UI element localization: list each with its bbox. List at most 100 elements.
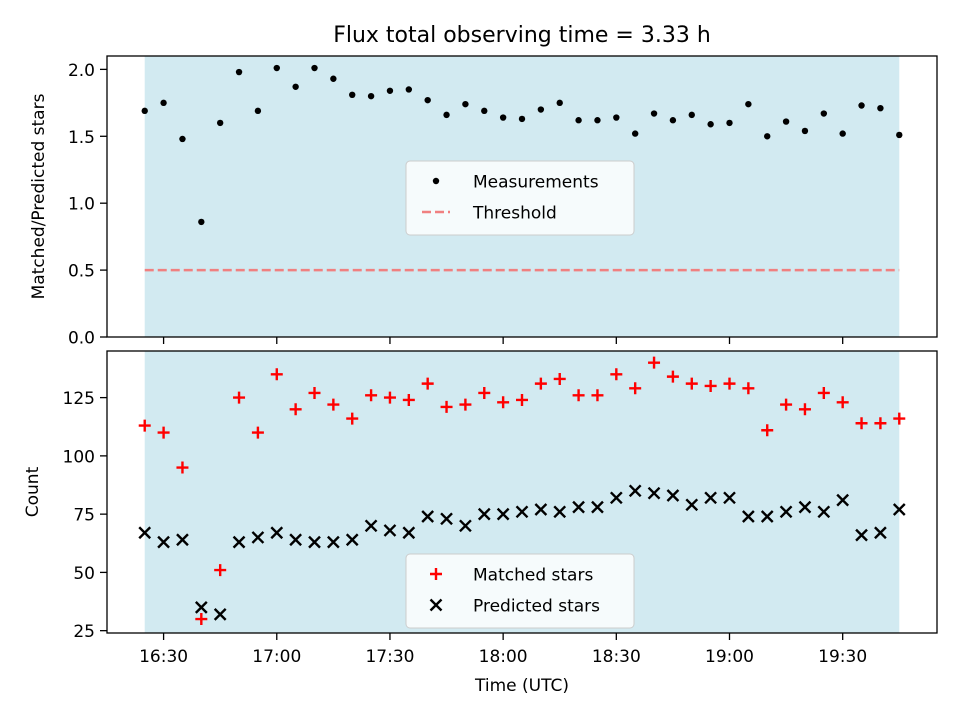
x-tick-label: 17:30 <box>365 647 414 667</box>
predicted-star-point <box>534 503 548 516</box>
matched-star-point <box>893 412 906 425</box>
matched-star-point <box>855 417 868 430</box>
predicted-star-point <box>345 533 359 547</box>
legend-box <box>405 160 635 236</box>
legend-label: Measurements <box>473 173 599 193</box>
matched-star-point <box>591 389 604 402</box>
predicted-star-point <box>232 535 246 549</box>
measurement-point <box>650 110 658 117</box>
y-tick-label: 0.0 <box>68 329 95 349</box>
measurement-point <box>349 91 356 99</box>
predicted-star-point <box>647 486 661 500</box>
matched-star-point <box>629 382 642 395</box>
measurement-point <box>839 130 846 137</box>
matched-star-point <box>327 398 340 411</box>
y-tick-label: 50 <box>73 564 95 584</box>
matched-star-point <box>553 372 566 385</box>
predicted-star-point <box>459 519 472 533</box>
measurement-point <box>292 83 299 90</box>
matched-star-point <box>289 403 302 416</box>
x-tick-label: 16:30 <box>139 647 188 667</box>
measurement-point <box>311 64 318 72</box>
predicted-star-point <box>270 526 284 540</box>
predicted-star-point <box>138 526 152 540</box>
matched-star-point <box>798 403 811 416</box>
measurement-point <box>764 133 771 140</box>
measurement-point <box>481 107 488 115</box>
matched-star-point <box>402 393 415 406</box>
matched-star-point <box>610 368 623 381</box>
matched-star-point <box>685 377 698 390</box>
matched-star-point <box>572 389 585 402</box>
predicted-star-point <box>591 500 604 514</box>
measurement-point <box>688 111 695 119</box>
measurement-point <box>594 117 601 124</box>
matched-star-point <box>666 370 679 383</box>
matched-star-point <box>704 379 717 392</box>
measurement-point <box>858 102 865 109</box>
measurement-point <box>254 107 262 115</box>
matched-star-point <box>780 398 793 411</box>
predicted-star-point <box>779 505 793 519</box>
predicted-star-point <box>628 484 642 498</box>
legend-label: Predicted stars <box>473 597 600 617</box>
x-tick-label: 18:30 <box>592 647 641 667</box>
measurement-point <box>216 119 224 127</box>
matched-star-point <box>497 396 510 409</box>
matched-star-point <box>440 400 453 413</box>
matched-star-point <box>383 391 396 404</box>
matched-star-point <box>195 613 208 626</box>
x-tick-label: 19:30 <box>818 647 867 667</box>
measurement-point <box>424 96 431 104</box>
predicted-star-point <box>477 507 491 521</box>
predicted-star-point <box>176 533 189 547</box>
matched-star-point <box>723 377 736 390</box>
measurement-point <box>669 117 677 124</box>
axes-frame <box>106 55 938 338</box>
predicted-star-point <box>874 526 887 540</box>
matched-star-point <box>270 368 283 381</box>
measurement-point <box>499 114 507 121</box>
predicted-star-point <box>742 510 755 523</box>
predicted-star-point <box>609 491 623 505</box>
measurement-point <box>537 106 545 113</box>
predicted-star-point <box>666 489 680 502</box>
measurement-point <box>896 131 903 139</box>
measurement-point <box>631 130 639 137</box>
matched-star-point <box>157 426 170 439</box>
y-tick-label: 125 <box>63 389 95 409</box>
matched-star-point <box>459 398 472 411</box>
predicted-star-point <box>798 500 812 514</box>
x-tick-label: 19:00 <box>705 647 754 667</box>
matched-star-point <box>421 377 434 390</box>
measurement-point <box>386 87 394 94</box>
x-axis-label: Time (UTC) <box>474 676 569 696</box>
matched-star-point <box>761 424 774 437</box>
legend-matched-swatch <box>430 568 442 580</box>
measurement-point <box>556 99 563 107</box>
predicted-star-point <box>308 535 321 549</box>
measurement-point <box>518 115 526 123</box>
figure-title: Flux total observing time = 3.33 h <box>333 23 711 48</box>
y-tick-label: 0.5 <box>68 262 95 282</box>
y-axis-label: Count <box>23 466 43 517</box>
measurement-point <box>707 121 714 128</box>
measurement-point <box>575 117 582 124</box>
measurement-point <box>745 100 752 108</box>
predicted-star-point <box>572 500 585 514</box>
measurement-point <box>198 218 205 226</box>
predicted-star-point <box>194 601 208 614</box>
matched-star-point <box>648 356 661 369</box>
x-tick-label: 17:00 <box>252 647 301 667</box>
predicted-star-point <box>327 535 340 549</box>
y-tick-label: 25 <box>73 622 95 642</box>
matched-star-point <box>308 386 321 399</box>
measurement-point <box>179 135 186 143</box>
matched-star-point <box>516 393 528 406</box>
predicted-star-point <box>496 507 510 521</box>
measurement-point <box>801 127 809 135</box>
measurement-point <box>330 75 337 82</box>
matched-star-point <box>365 389 378 402</box>
matched-star-point <box>836 396 849 409</box>
